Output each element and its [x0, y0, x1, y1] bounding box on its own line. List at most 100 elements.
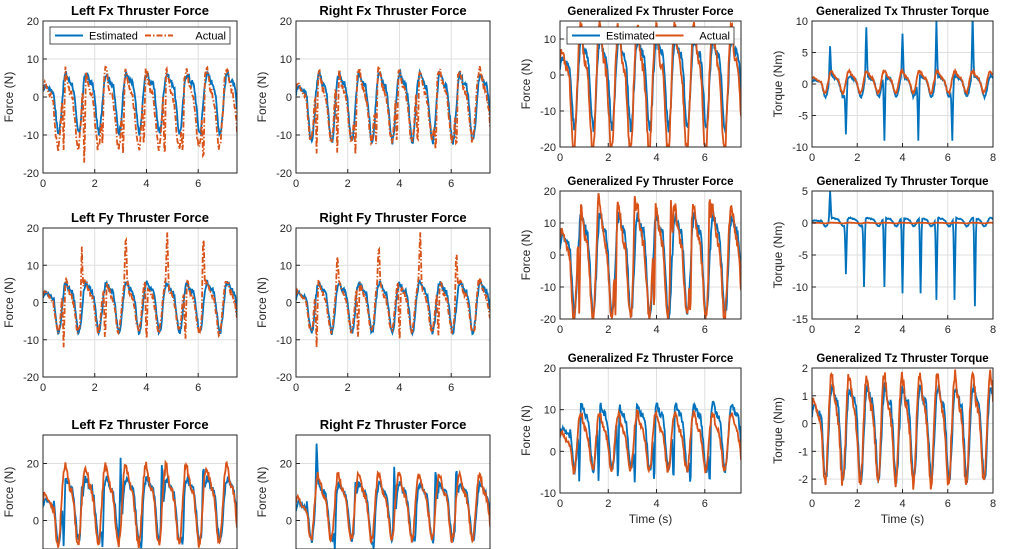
x-axis-label: Time (s) [629, 512, 673, 526]
x-tick-label: 0 [809, 152, 815, 164]
x-tick-label: 6 [448, 382, 454, 394]
y-tick-label: 0 [802, 79, 808, 91]
subplot-title: Generalized Ty Thruster Torque [816, 176, 988, 188]
x-tick-label: 2 [854, 152, 860, 164]
x-tick-label: 2 [345, 178, 351, 190]
y-tick-label: -20 [276, 168, 292, 180]
series-line-actual [296, 65, 490, 155]
subplot-title: Right Fx Thruster Force [319, 3, 466, 18]
y-tick-label: 10 [27, 54, 39, 66]
y-tick-label: -15 [792, 314, 808, 326]
series-line-actual [560, 408, 741, 476]
y-tick-label: 20 [280, 459, 292, 471]
y-tick-label: 10 [280, 54, 292, 66]
y-tick-label: 0 [550, 250, 556, 262]
subplot-7: 0 2 4 6 -20 -10 0 10 20 Generalized Fy Thruster F… [519, 176, 742, 336]
y-axis-label: Torque (Nm) [771, 397, 785, 464]
y-axis-label: Force (N) [255, 72, 269, 123]
series-line-actual [812, 67, 993, 97]
subplot-title: Right Fz Thruster Force [320, 417, 467, 432]
y-axis-label: Force (N) [2, 277, 16, 328]
subplot-5: 0 2 4 6 -20 -10 0 10 20 Left Fy Thruster Force For… [2, 210, 238, 394]
series-line-actual [812, 369, 993, 490]
x-tick-label: 4 [653, 152, 659, 164]
y-tick-label: -2 [798, 474, 808, 486]
x-tick-label: 6 [702, 152, 708, 164]
subplot-title: Left Fy Thruster Force [71, 210, 209, 225]
axes-frame [559, 20, 742, 148]
y-axis-label: Force (N) [255, 277, 269, 328]
subplot-title: Generalized Fx Thruster Force [567, 6, 733, 18]
y-tick-label: 5 [802, 48, 808, 60]
series-line-actual [812, 221, 993, 225]
y-tick-label: 0 [802, 419, 808, 431]
axes-frame [559, 367, 742, 494]
subplot-3: 0 2 4 6 -20 -10 0 10 Generalized Fx Thruster For… [519, 6, 742, 164]
x-tick-label: 4 [396, 382, 402, 394]
y-tick-label: -5 [798, 250, 808, 262]
x-tick-label: 4 [653, 324, 659, 336]
subplot-title: Generalized Fz Thruster Force [568, 353, 734, 365]
y-tick-label: 2 [802, 363, 808, 375]
x-tick-label: 0 [557, 324, 563, 336]
y-tick-label: 10 [544, 34, 556, 46]
x-axis-label: Time (s) [881, 512, 925, 526]
x-tick-label: 6 [945, 152, 951, 164]
x-tick-label: 0 [557, 498, 563, 510]
y-tick-label: 0 [286, 516, 292, 528]
y-tick-label: 0 [802, 218, 808, 230]
x-tick-label: 8 [990, 498, 996, 510]
x-tick-label: 2 [854, 498, 860, 510]
x-tick-label: 2 [345, 382, 351, 394]
y-tick-label: -10 [23, 130, 39, 142]
subplot-title: Generalized Fy Thruster Force [567, 176, 733, 188]
x-tick-label: 0 [40, 382, 46, 394]
x-tick-label: 2 [605, 152, 611, 164]
x-tick-label: 0 [809, 324, 815, 336]
x-tick-label: 8 [990, 324, 996, 336]
x-tick-label: 2 [92, 382, 98, 394]
y-tick-label: -20 [23, 372, 39, 384]
x-tick-label: 4 [899, 152, 905, 164]
y-tick-label: 20 [544, 363, 556, 375]
series-line-estimated [560, 400, 741, 483]
legend-label-estimated: Estimated [606, 31, 655, 43]
x-tick-label: 4 [396, 178, 402, 190]
y-tick-label: 0 [33, 298, 39, 310]
x-tick-label: 8 [990, 152, 996, 164]
x-tick-label: 0 [809, 498, 815, 510]
legend-label-actual: Actual [699, 31, 730, 43]
series-line-actual [296, 469, 490, 544]
subplot-2: 0 2 4 6 -20 -10 0 10 20 Right Fx Thruster Force Fo… [255, 3, 491, 190]
subplot-1: 0 2 4 6 -20 -10 0 10 20 Left Fx Thruster Force For… [2, 3, 238, 190]
subplot-title: Generalized Tx Thruster Torque [816, 6, 989, 18]
axes-frame [295, 434, 491, 549]
x-tick-label: 6 [945, 324, 951, 336]
x-tick-label: 0 [40, 178, 46, 190]
y-tick-label: 1 [802, 391, 808, 403]
subplot-9: 0 20 Left Fz Thruster Force Force (N) [2, 417, 238, 549]
axes-background [560, 368, 741, 493]
x-tick-label: 6 [702, 324, 708, 336]
y-tick-label: -10 [276, 130, 292, 142]
y-tick-label: -10 [792, 142, 808, 154]
x-tick-label: 2 [605, 324, 611, 336]
x-tick-label: 6 [702, 498, 708, 510]
y-tick-label: 20 [280, 16, 292, 28]
x-tick-label: 6 [195, 178, 201, 190]
series-line-actual [560, 21, 741, 147]
y-axis-label: Force (N) [519, 405, 533, 456]
legend-box [566, 26, 735, 45]
y-tick-label: 10 [796, 16, 808, 28]
y-tick-label: 5 [802, 186, 808, 198]
y-tick-label: 10 [544, 405, 556, 417]
y-axis-label: Force (N) [519, 230, 533, 281]
subplot-8: 0 2 4 6 8 -15 -10 -5 0 5 Generalized Ty Thruster T… [771, 176, 996, 336]
y-axis-label: Force (N) [2, 72, 16, 123]
x-tick-label: 6 [448, 178, 454, 190]
y-tick-label: 20 [544, 186, 556, 198]
subplot-4: 0 2 4 6 8 -10 -5 0 5 10 Generalized Tx Thruster To… [771, 6, 996, 164]
y-tick-label: -20 [276, 372, 292, 384]
x-tick-label: 0 [557, 152, 563, 164]
